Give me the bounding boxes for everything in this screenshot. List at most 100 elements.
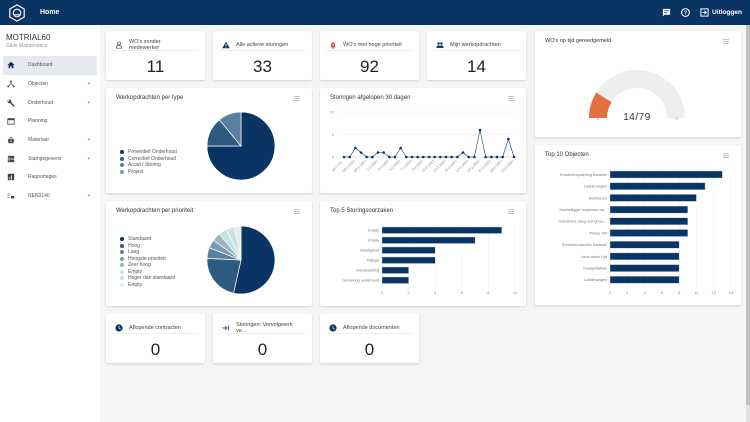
data-point[interactable]	[439, 155, 442, 159]
kpi-value: 11	[146, 57, 165, 76]
data-point[interactable]	[427, 155, 431, 159]
legend-item[interactable]: Correctief Onderhoud	[120, 156, 177, 163]
pie-slice[interactable]	[218, 111, 242, 147]
data-point[interactable]	[478, 128, 482, 132]
bar[interactable]	[381, 266, 409, 274]
app-logo-icon[interactable]	[8, 3, 26, 22]
bar[interactable]	[609, 276, 680, 284]
pie-slice[interactable]	[206, 258, 242, 294]
data-point[interactable]	[399, 146, 402, 150]
data-point[interactable]	[371, 155, 374, 159]
sidebar-item-dashboard[interactable]: Dashboard	[3, 56, 97, 75]
data-point[interactable]	[473, 155, 476, 159]
bar[interactable]	[381, 236, 476, 244]
bar[interactable]	[609, 217, 688, 226]
kpi-card-hoge-prioriteit[interactable]: WO's met hoge prioriteit 92	[320, 31, 419, 80]
chart-card-top5-storingsoorzaken: Top 5 Storingsoorzaken 0 2 4 6 8 10 Empty Empty…	[320, 201, 526, 306]
data-point[interactable]	[410, 155, 414, 159]
bar[interactable]	[609, 252, 680, 261]
pie-slice[interactable]	[234, 225, 242, 261]
data-point[interactable]	[484, 155, 487, 159]
scrollbar-thumb[interactable]	[746, 25, 750, 405]
data-point[interactable]	[422, 155, 425, 159]
legend-item[interactable]: Hoog	[120, 243, 175, 250]
legend-item[interactable]: Laag	[120, 249, 175, 256]
data-point[interactable]	[456, 155, 459, 159]
chart-card-storingen-30-dagen: Storingen afgelopen 30 dagen 0 5 10 26-1-20…	[320, 88, 526, 193]
data-point[interactable]	[354, 146, 357, 150]
kpi-card-mijn-werkopdrachten[interactable]: Mijn werkopdrachten 14	[427, 31, 526, 80]
data-point[interactable]	[405, 155, 408, 159]
sidebar-item-materiaal[interactable]: Materiaal ▾	[0, 131, 100, 150]
bar[interactable]	[609, 170, 723, 179]
data-point[interactable]	[365, 155, 368, 159]
data-point[interactable]	[382, 151, 385, 154]
people-icon	[436, 41, 444, 49]
data-point[interactable]	[490, 155, 493, 159]
data-point[interactable]	[416, 155, 419, 159]
menu-icon[interactable]	[294, 96, 300, 101]
kpi-card-aflopende-documenten[interactable]: Aflopende documenten 0	[320, 314, 419, 363]
x-tick-label: 6	[661, 290, 664, 295]
chat-icon[interactable]	[662, 8, 671, 17]
data-point[interactable]	[388, 155, 391, 159]
data-point[interactable]	[461, 151, 465, 154]
sidebar-item-planning[interactable]: Planning	[0, 112, 100, 131]
bar[interactable]	[609, 240, 680, 249]
legend-item[interactable]: Preventief Onderhoud	[120, 149, 177, 156]
kpi-card-actieve-storingen[interactable]: Alle actieve storingen 33	[213, 31, 312, 80]
legend-item[interactable]: Standaard	[120, 236, 175, 243]
bar[interactable]	[609, 205, 688, 214]
data-point[interactable]	[444, 155, 448, 159]
legend-item[interactable]: Hoogste prioriteit	[120, 256, 175, 263]
legend-item[interactable]: Acuut / Storing	[120, 162, 177, 169]
bar[interactable]	[609, 264, 680, 272]
bar[interactable]	[609, 182, 706, 190]
legend-item[interactable]: Hoger dan standaard	[120, 275, 175, 282]
sidebar-item-rapportages[interactable]: Rapportages	[0, 168, 100, 187]
sidebar-item-nen3140[interactable]: 2 NEN3140 ▾	[0, 187, 100, 206]
data-point[interactable]	[348, 155, 351, 159]
legend-item[interactable]: Empty	[120, 282, 175, 289]
legend-item[interactable]: Project	[120, 169, 177, 176]
pie-chart-per-type	[206, 111, 276, 181]
arrow-in-icon	[222, 324, 230, 332]
sidebar-item-onderhoud[interactable]: Onderhoud ▾	[0, 93, 100, 112]
bar[interactable]	[381, 226, 502, 234]
pie-slice[interactable]	[233, 225, 276, 295]
sidebar-item-objecten[interactable]: Objecten ▾	[0, 75, 100, 94]
data-point[interactable]	[433, 155, 436, 159]
chart-legend: Standaard Hoog Laag Hoogste prioriteit Zeer …	[120, 236, 175, 288]
data-point[interactable]	[512, 155, 516, 159]
data-point[interactable]	[359, 151, 363, 154]
bar[interactable]	[609, 229, 688, 237]
bar[interactable]	[381, 256, 436, 264]
data-point[interactable]	[393, 155, 397, 159]
data-point[interactable]	[501, 155, 504, 159]
menu-icon[interactable]	[508, 96, 514, 101]
menu-icon[interactable]	[723, 153, 729, 158]
bar[interactable]	[381, 246, 436, 254]
data-point[interactable]	[507, 137, 510, 141]
data-point[interactable]	[450, 155, 453, 159]
data-point[interactable]	[467, 155, 470, 159]
kpi-card-storingen-vervolgwerk[interactable]: Storingen: Vervolgwerk ve... 0	[213, 314, 312, 363]
menu-icon[interactable]	[508, 209, 514, 214]
electric-icon: 2	[6, 192, 15, 201]
legend-item[interactable]: Zeer hoog	[120, 262, 175, 269]
help-icon[interactable]: ?	[681, 8, 690, 17]
menu-icon[interactable]	[723, 39, 729, 44]
legend-label: Hoogste prioriteit	[128, 255, 166, 262]
kpi-card-wo-zonder-medewerker[interactable]: WO's zonder medewerker 11	[106, 31, 205, 80]
kpi-card-aflopende-contracten[interactable]: Aflopende contracten 0	[106, 314, 205, 363]
bar[interactable]	[609, 194, 697, 202]
data-point[interactable]	[495, 155, 499, 159]
bar[interactable]	[381, 276, 409, 284]
data-point[interactable]	[376, 151, 380, 154]
legend-item[interactable]: Empty	[120, 269, 175, 276]
menu-icon[interactable]	[294, 209, 300, 214]
logout-button[interactable]: Uitloggen	[700, 8, 742, 17]
gauge-card: WO's op tijd gereedgemeld 0 79 14/79	[535, 31, 741, 137]
data-point[interactable]	[342, 155, 346, 159]
sidebar-item-stamgegevens[interactable]: Stamgegevens ▾	[0, 149, 100, 168]
